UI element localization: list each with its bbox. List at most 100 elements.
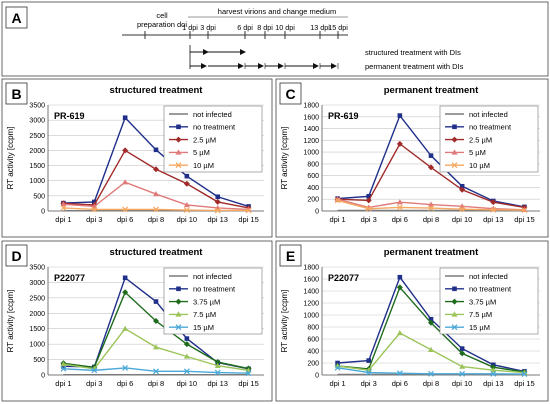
x-tick-label: dpi 10 [177,379,197,388]
y-tick-label: 2000 [29,311,45,318]
point-marker [428,316,434,322]
point-marker [397,274,403,280]
y-tick-label: 1500 [29,326,45,333]
compound-label: P22077 [328,273,359,283]
point-marker [153,206,159,213]
point-marker [365,197,372,204]
point-marker [396,284,403,291]
x-tick-label: dpi 10 [452,379,472,388]
point-marker [175,298,182,305]
y-tick-label: 3500 [29,265,45,272]
point-marker [490,199,497,206]
compound-label: P22077 [54,273,85,283]
legend-label: not infected [193,110,232,119]
y-tick-label: 1600 [303,277,319,284]
y-axis-label: RT activity [ccpm] [6,290,15,353]
timeline-tick-label: 6 dpi [237,23,253,32]
point-marker [214,359,221,366]
point-marker [459,186,466,193]
y-tick-label: 1400 [303,289,319,296]
legend-label: 7.5 µM [469,310,492,319]
y-axis-label: RT activity [ccpm] [6,127,15,190]
x-tick-label: dpi 8 [148,215,164,224]
x-tick-label: dpi 3 [361,215,377,224]
point-marker [459,370,466,377]
series [60,364,252,377]
point-marker [365,369,372,376]
legend-label: 2.5 µM [469,135,492,144]
x-tick-label: dpi 6 [117,379,133,388]
point-marker [396,140,403,147]
point-marker [175,162,182,169]
point-marker [175,324,182,331]
point-marker [122,364,129,371]
point-marker [459,206,466,213]
x-tick-label: dpi 1 [329,379,345,388]
point-marker [214,362,221,368]
point-marker [396,370,403,377]
panel-letter: E [286,248,295,264]
point-marker [153,344,159,350]
point-marker [459,350,466,357]
x-tick-label: dpi 8 [423,215,439,224]
legend: not infected no treatment 3.75 µM 7.5 µM 15 … [163,267,263,335]
point-marker [334,364,341,371]
point-marker [153,166,159,173]
point-marker [91,206,98,213]
y-tick-label: 2500 [29,295,45,302]
cell-prep-label-1: cell [156,11,168,20]
point-marker [184,336,190,341]
y-tick-label: 200 [307,197,319,204]
y-tick-label: 0 [315,373,319,380]
x-tick-label: dpi 6 [392,215,408,224]
y-tick-label: 2500 [29,133,45,140]
y-tick-label: 3000 [29,280,45,287]
compound-label: PR-619 [54,111,85,121]
timeline-tick-label: 10 dpi [275,23,295,32]
x-tick-label: dpi 8 [148,379,164,388]
point-marker [122,325,129,331]
x-tick-label: dpi 15 [238,215,258,224]
structured-treatment-label: structured treatment with DIs [365,48,461,57]
point-marker [122,289,129,296]
point-marker [175,149,182,155]
panel-a-letter: A [11,10,21,26]
point-marker [366,358,372,363]
y-tick-label: 600 [307,173,319,180]
point-marker [153,299,159,304]
point-marker [91,199,97,205]
point-marker [214,207,221,214]
point-marker [451,136,458,143]
chart-title: structured treatment [110,85,204,96]
legend-label: 5 µM [193,148,210,157]
point-marker [459,363,466,369]
series [334,364,528,378]
timeline-tick-label: 15 dpi [328,23,348,32]
y-tick-label: 500 [33,357,45,364]
point-marker [490,370,497,377]
legend-label: 3.75 µM [469,297,496,306]
harvest-label: harvest virions and change medium [218,7,336,16]
y-tick-label: 400 [307,349,319,356]
point-marker [183,353,190,359]
legend-label: 10 µM [469,161,490,170]
point-marker [91,367,98,374]
point-marker [245,370,252,377]
y-tick-label: 1000 [303,150,319,157]
x-tick-label: dpi 1 [329,215,345,224]
legend-label: no treatment [193,285,236,294]
point-marker [366,193,372,199]
point-marker [153,191,159,197]
panel-a: A cell preparation doi harvest virions a… [1,1,549,77]
point-marker [183,207,190,214]
point-marker [428,164,434,171]
point-marker [60,365,67,372]
x-tick-label: dpi 6 [392,379,408,388]
x-tick-label: dpi 10 [177,215,197,224]
y-tick-label: 400 [307,185,319,192]
x-tick-label: dpi 1 [55,215,71,224]
